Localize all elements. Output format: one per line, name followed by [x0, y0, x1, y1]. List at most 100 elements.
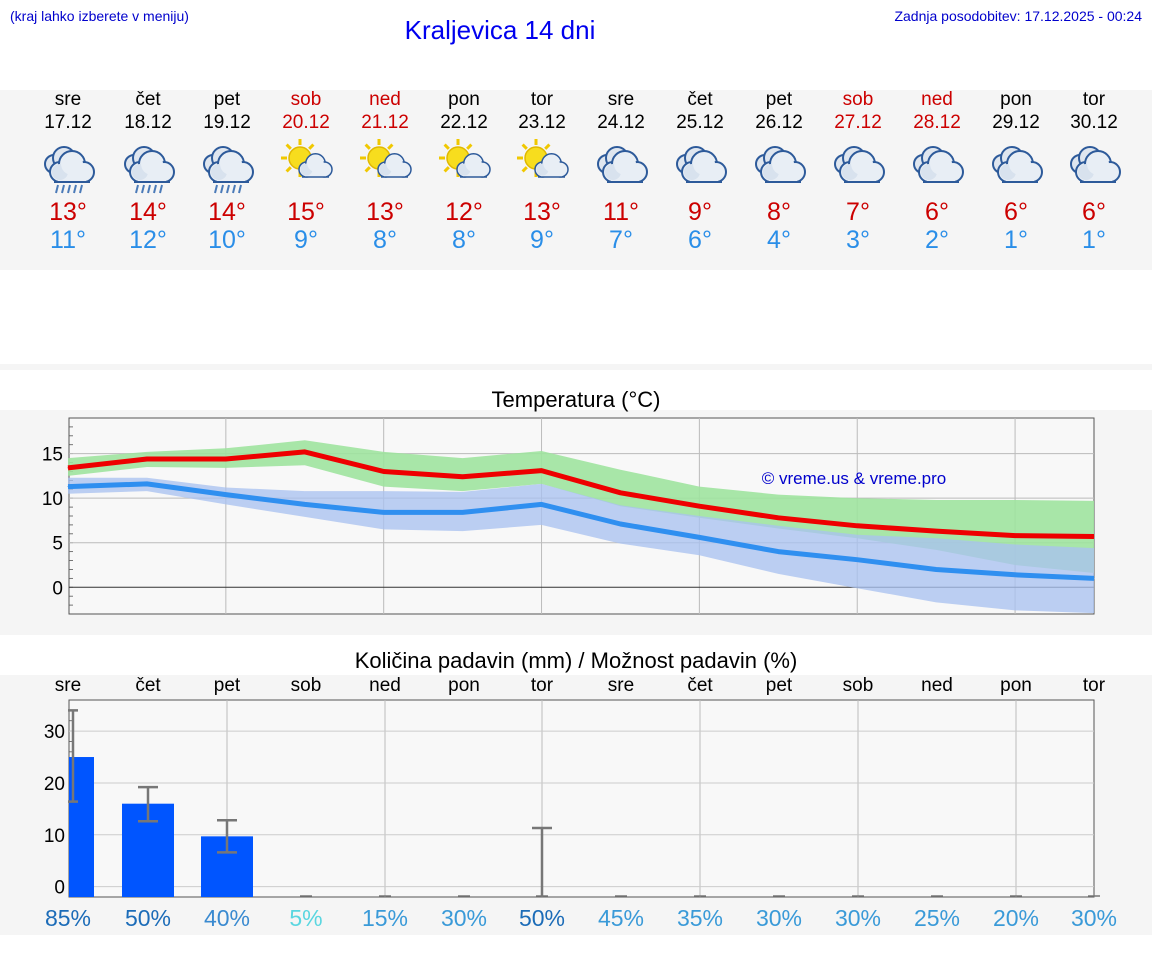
- precipitation-chance: 25%: [913, 905, 961, 931]
- rain-icon: [38, 138, 98, 196]
- precipitation-day-label: pet: [765, 675, 793, 696]
- day-name: čet: [135, 89, 161, 110]
- precipitation-chance: 20%: [992, 905, 1040, 931]
- day-name: ned: [921, 89, 953, 110]
- min-temperature: 3°: [846, 226, 870, 254]
- day-date: 22.12: [440, 112, 488, 133]
- precipitation-chance: 30%: [755, 905, 803, 931]
- min-temperature: 8°: [373, 226, 397, 254]
- y-tick-label: 5: [52, 534, 63, 555]
- precipitation-chance: 45%: [597, 905, 645, 931]
- y-tick-label: 0: [54, 878, 65, 899]
- sun-cloud-icon: [276, 138, 336, 196]
- day-date: 18.12: [124, 112, 172, 133]
- min-temperature: 8°: [452, 226, 476, 254]
- day-date: 17.12: [44, 112, 92, 133]
- y-tick-label: 30: [44, 722, 65, 743]
- min-temperature-point: [541, 503, 543, 505]
- day-date: 20.12: [282, 112, 330, 133]
- day-name: pet: [765, 89, 793, 110]
- max-temperature-point: [619, 492, 621, 494]
- min-temperature-point: [619, 523, 621, 525]
- min-temperature-point: [856, 559, 858, 561]
- precipitation-day-label: tor: [530, 675, 554, 696]
- min-temperature-point: [67, 486, 69, 488]
- max-temperature: 14°: [208, 198, 246, 226]
- max-temperature-point: [856, 525, 858, 527]
- precipitation-chance: 85%: [44, 905, 92, 931]
- min-temperature: 7°: [609, 226, 633, 254]
- day-date: 30.12: [1070, 112, 1118, 133]
- precipitation-day-label: sob: [290, 675, 322, 696]
- precipitation-day-label: tor: [1082, 675, 1106, 696]
- min-temperature-point: [304, 503, 306, 505]
- max-temperature-point: [777, 517, 779, 519]
- rain-icon: [118, 138, 178, 196]
- max-temperature: 15°: [287, 198, 325, 226]
- precipitation-chance: 30%: [834, 905, 882, 931]
- max-temperature-point: [304, 451, 306, 453]
- max-temperature: 14°: [129, 198, 167, 226]
- min-temperature: 4°: [767, 226, 791, 254]
- max-temperature: 6°: [1082, 198, 1106, 226]
- max-temperature-point: [383, 470, 385, 472]
- min-temperature-point: [462, 511, 464, 513]
- temperature-chart: 0 5 10 15 © vreme.us & vreme.pro: [42, 417, 1095, 615]
- cloudy-icon: [828, 138, 888, 196]
- max-temperature: 13°: [366, 198, 404, 226]
- max-temperature-point: [462, 476, 464, 478]
- sun-cloud-icon: [512, 138, 572, 196]
- precipitation-chance: 50%: [518, 905, 566, 931]
- cloudy-icon: [670, 138, 730, 196]
- temperature-chart-title: Temperatura (°C): [491, 387, 661, 412]
- y-tick-label: 0: [52, 578, 63, 599]
- day-date: 21.12: [361, 112, 409, 133]
- day-name: tor: [530, 89, 554, 110]
- min-temperature: 12°: [129, 226, 167, 254]
- precipitation-day-label: pet: [213, 675, 241, 696]
- min-temperature-line: [67, 481, 1095, 581]
- copyright-credit: © vreme.us & vreme.pro: [762, 469, 946, 488]
- day-date: 25.12: [676, 112, 724, 133]
- precipitation-chance: 50%: [124, 905, 172, 931]
- max-temperature: 9°: [688, 198, 712, 226]
- max-temperature: 6°: [1004, 198, 1028, 226]
- min-temperature: 9°: [530, 226, 554, 254]
- max-temperature: 8°: [767, 198, 791, 226]
- day-date: 24.12: [597, 112, 645, 133]
- max-temperature-point: [225, 458, 227, 460]
- precipitation-chance: 30%: [1070, 905, 1118, 931]
- min-temperature-point: [225, 494, 227, 496]
- precipitation-day-label: sre: [607, 675, 635, 696]
- max-temperature-point: [67, 467, 69, 469]
- max-temperature-line: [67, 449, 1095, 539]
- cloudy-icon: [591, 138, 651, 196]
- day-date: 28.12: [913, 112, 961, 133]
- y-tick-label: 10: [42, 489, 63, 510]
- day-name: čet: [687, 89, 713, 110]
- precipitation-chance: 15%: [361, 905, 409, 931]
- min-temperature-point: [1014, 574, 1016, 576]
- day-name: sre: [54, 89, 82, 110]
- precipitation-chart-title: Količina padavin (mm) / Možnost padavin …: [354, 648, 798, 673]
- max-temperature: 13°: [49, 198, 87, 226]
- sun-cloud-icon: [355, 138, 415, 196]
- max-temperature: 6°: [925, 198, 949, 226]
- day-date: 27.12: [834, 112, 882, 133]
- day-date: 19.12: [203, 112, 251, 133]
- rain-icon: [197, 138, 257, 196]
- min-temperature-point: [1093, 577, 1095, 579]
- precipitation-day-label: pon: [1000, 675, 1032, 696]
- min-temperature: 9°: [294, 226, 318, 254]
- day-name: pon: [1000, 89, 1032, 110]
- precipitation-day-label: sre: [54, 675, 82, 696]
- page-title: Kraljevica 14 dni: [404, 15, 596, 45]
- sun-cloud-icon: [434, 138, 494, 196]
- precipitation-day-label: ned: [369, 675, 401, 696]
- max-temperature: 13°: [523, 198, 561, 226]
- min-temperature-point: [383, 511, 385, 513]
- min-temperature: 1°: [1004, 226, 1028, 254]
- min-temperature: 6°: [688, 226, 712, 254]
- precipitation-chance: 40%: [203, 905, 251, 931]
- location-menu-hint: (kraj lahko izberete v meniju): [10, 8, 189, 24]
